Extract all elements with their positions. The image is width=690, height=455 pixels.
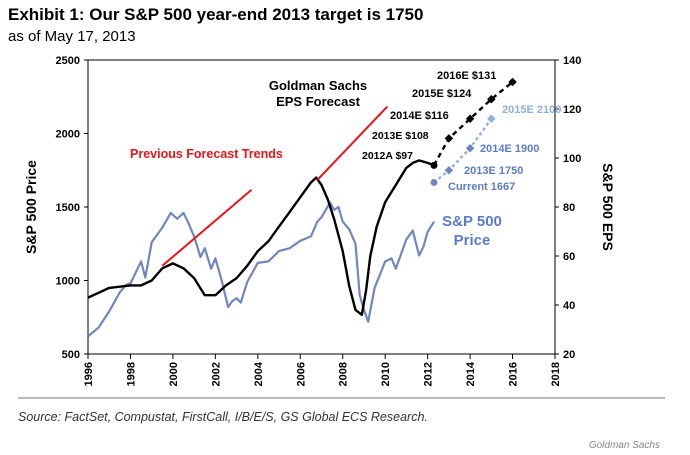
y-tick-label-left: 2500 (56, 55, 80, 67)
label-price-2015: 2015E 2100 (502, 104, 561, 116)
price-marker (430, 178, 438, 186)
price-marker (444, 166, 454, 175)
y-tick-label-right: 140 (563, 55, 581, 67)
price-series-label-line1: S&P 500 (442, 213, 502, 230)
eps-marker (508, 77, 517, 87)
x-tick-label: 2010 (380, 362, 392, 386)
y-tick-label-right: 80 (563, 202, 575, 214)
label-eps-2016: 2016E $131 (437, 70, 496, 82)
y-tick-label-right: 60 (563, 251, 575, 263)
x-tick-label: 2016 (508, 362, 520, 386)
source-note: Source: FactSet, Compustat, FirstCall, I… (18, 410, 428, 424)
x-tick-label: 2008 (338, 362, 350, 386)
price-series-line (87, 201, 435, 338)
axis-ticks: 1996 1998 2000 2002 2004 2006 2008 2010 2012 2014… (56, 55, 582, 386)
y-tick-label-right: 40 (563, 300, 575, 312)
label-eps-2015: 2015E $124 (412, 88, 472, 100)
y-axis-label-left: S&P 500 Price (23, 160, 39, 254)
x-tick-label: 1998 (125, 362, 137, 386)
eps-estimate-line (432, 81, 514, 166)
eps-marker (430, 161, 438, 169)
y-tick-label-right: 20 (563, 349, 575, 361)
y-tick-label-left: 500 (62, 349, 80, 361)
label-eps-2013: 2013E $108 (372, 130, 429, 142)
eps-series-line (87, 159, 435, 316)
y-tick-label-right: 100 (563, 153, 581, 165)
eps-marker (444, 134, 454, 143)
label-price-2014: 2014E 1900 (480, 143, 539, 155)
price-marker (487, 114, 496, 124)
y-tick-label-left: 1000 (56, 276, 80, 288)
price-estimate-line (433, 118, 493, 184)
estimate-markers (161, 77, 517, 267)
x-tick-label: 2006 (295, 362, 307, 386)
label-price-current: Current 1667 (448, 181, 515, 193)
y-tick-label-left: 1500 (56, 202, 80, 214)
x-tick-label: 2000 (168, 362, 180, 386)
previous-trends-label: Previous Forecast Trends (130, 147, 283, 161)
previous-trend-line (161, 189, 253, 267)
label-eps-2014: 2014E $116 (390, 110, 449, 122)
brand-watermark: Goldman Sachs (588, 440, 660, 451)
x-tick-label: 2004 (253, 361, 265, 386)
price-marker (465, 143, 475, 153)
eps-marker (465, 114, 475, 124)
eps-forecast-title-line2: EPS Forecast (276, 94, 360, 109)
price-series-label-line2: Price (454, 232, 491, 249)
y-tick-label-right: 120 (563, 104, 581, 116)
previous-trend-line (316, 105, 389, 181)
x-tick-label: 2014 (465, 361, 477, 386)
series-group (87, 81, 514, 338)
x-tick-label: 2002 (210, 362, 222, 386)
x-tick-label: 2012 (423, 362, 435, 386)
eps-forecast-title-line1: Goldman Sachs (269, 78, 367, 93)
x-tick-label: 1996 (83, 362, 95, 386)
label-price-2013: 2013E 1750 (464, 165, 523, 177)
y-tick-label-left: 2000 (56, 129, 80, 141)
label-eps-2012: 2012A $97 (362, 150, 413, 162)
x-tick-label: 2018 (550, 362, 562, 386)
exhibit-title: Exhibit 1: Our S&P 500 year-end 2013 tar… (8, 5, 424, 24)
y-axis-label-right: S&P 500 EPS (600, 163, 616, 251)
eps-marker (487, 94, 496, 104)
exhibit-subtitle: as of May 17, 2013 (8, 28, 136, 45)
